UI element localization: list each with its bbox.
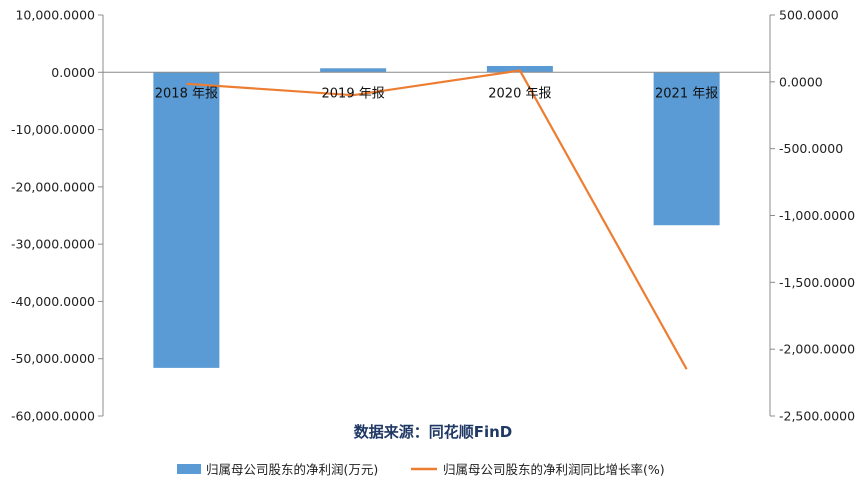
right-tick-label: -1,500.0000 — [779, 275, 855, 290]
left-tick-label: -60,000.0000 — [11, 409, 95, 424]
right-tick-label: -500.0000 — [779, 141, 843, 156]
left-tick-label: -50,000.0000 — [11, 351, 95, 366]
right-tick-label: 0.0000 — [779, 74, 823, 89]
category-label: 2020 年报 — [488, 86, 551, 101]
left-tick-label: -10,000.0000 — [11, 122, 95, 137]
legend: 归属母公司股东的净利润(万元) 归属母公司股东的净利润同比增长率(%) — [177, 462, 665, 477]
legend-bar-label: 归属母公司股东的净利润(万元) — [206, 462, 378, 477]
growth-rate-line — [186, 69, 688, 370]
left-tick-label: -40,000.0000 — [11, 294, 95, 309]
source-note: 数据来源：同花顺FinD — [354, 423, 513, 441]
right-tick-label: 500.0000 — [779, 8, 839, 23]
right-tick-label: -1,000.0000 — [779, 208, 855, 223]
bar — [486, 65, 553, 73]
bar-series — [103, 65, 770, 368]
category-label: 2018 年报 — [155, 86, 218, 101]
left-tick-label: 0.0000 — [51, 65, 95, 80]
left-tick-label: 10,000.0000 — [15, 8, 95, 23]
line-series — [186, 69, 688, 370]
category-label: 2021 年报 — [655, 86, 718, 101]
bar — [653, 72, 720, 226]
category-labels: 2018 年报 2019 年报 2020 年报 2021 年报 — [155, 86, 718, 101]
bar — [153, 72, 220, 368]
bar — [320, 68, 387, 73]
category-label: 2019 年报 — [322, 86, 385, 101]
left-tick-label: -30,000.0000 — [11, 237, 95, 252]
right-y-axis: 500.0000 0.0000 -500.0000 -1,000.0000 -1,500… — [769, 8, 855, 424]
legend-line-label: 归属母公司股东的净利润同比增长率(%) — [443, 462, 665, 477]
left-tick-label: -20,000.0000 — [11, 179, 95, 194]
right-tick-label: -2,000.0000 — [779, 342, 855, 357]
left-y-axis: 10,000.0000 0.0000 -10,000.0000 -20,000.000… — [11, 8, 104, 424]
legend-bar-swatch — [177, 464, 201, 474]
right-tick-label: -2,500.0000 — [779, 409, 855, 424]
